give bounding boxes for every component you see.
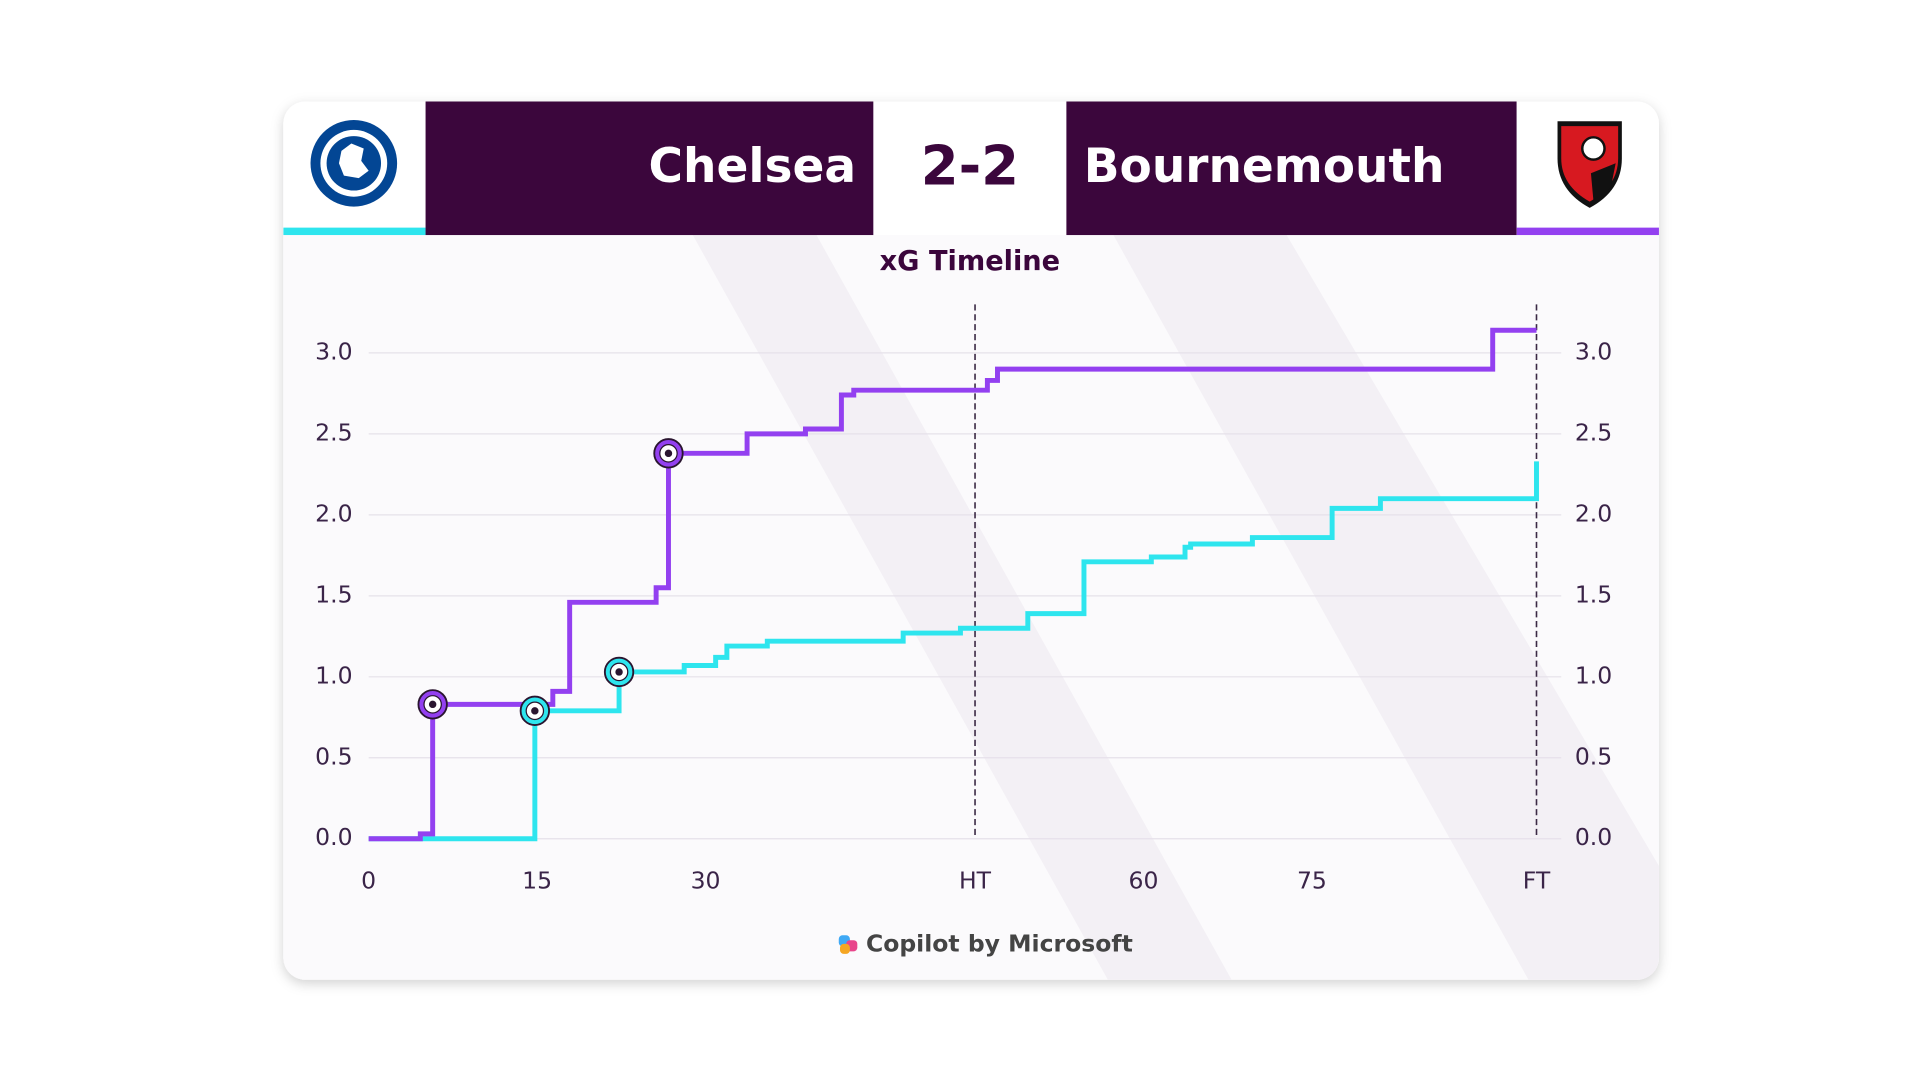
y2-tick-label: 0.5 xyxy=(1575,742,1612,770)
score-box xyxy=(873,101,1067,236)
footer-logo xyxy=(838,935,858,954)
x-tick-label: 15 xyxy=(522,867,552,895)
away-underline xyxy=(1516,227,1659,236)
y-tick-label: 0.5 xyxy=(315,742,352,770)
y-tick-label: 1.5 xyxy=(315,580,352,608)
footer: Copilot by Microsoft xyxy=(866,930,1133,958)
goal-marker xyxy=(603,656,635,688)
away-team: Bournemouth xyxy=(1084,139,1445,194)
y2-tick-label: 2.0 xyxy=(1575,499,1612,527)
goal-marker xyxy=(519,695,551,726)
y-tick-label: 1.0 xyxy=(315,661,352,689)
y2-tick-label: 1.0 xyxy=(1575,661,1612,689)
xg-line xyxy=(368,327,1537,842)
x-tick-label: FT xyxy=(1523,867,1551,895)
goal-marker-patch xyxy=(664,449,673,458)
goal-marker-patch xyxy=(531,707,539,715)
away-logo xyxy=(1557,121,1622,208)
x-tick-label: 75 xyxy=(1297,867,1327,895)
home-underline xyxy=(283,227,426,236)
y2-tick-label: 0.0 xyxy=(1575,823,1612,851)
home-name-box xyxy=(425,101,874,236)
home-team: Chelsea xyxy=(649,139,857,194)
score: 2-2 xyxy=(921,134,1019,198)
goal-marker xyxy=(417,689,448,720)
y2-tick-label: 1.5 xyxy=(1575,580,1612,608)
xg-line xyxy=(368,461,1539,842)
y-tick-label: 0.0 xyxy=(315,823,352,851)
goal-marker-patch xyxy=(428,700,437,709)
x-tick-label: HT xyxy=(959,867,992,895)
x-tick-label: 60 xyxy=(1129,867,1159,895)
y-tick-label: 2.5 xyxy=(315,418,352,446)
y-tick-label: 2.0 xyxy=(315,499,352,527)
goal-marker xyxy=(653,438,684,469)
chart-title: xG Timeline xyxy=(880,246,1061,277)
away-name-box xyxy=(1066,101,1517,236)
y2-tick-label: 2.5 xyxy=(1575,418,1612,446)
goal-marker-patch xyxy=(615,668,623,676)
x-tick-label: 0 xyxy=(361,867,376,895)
background-stripes xyxy=(692,235,1659,980)
x-tick-label: 30 xyxy=(691,867,721,895)
y2-tick-label: 3.0 xyxy=(1575,337,1612,365)
y-tick-label: 3.0 xyxy=(315,337,352,365)
home-logo xyxy=(310,120,398,207)
